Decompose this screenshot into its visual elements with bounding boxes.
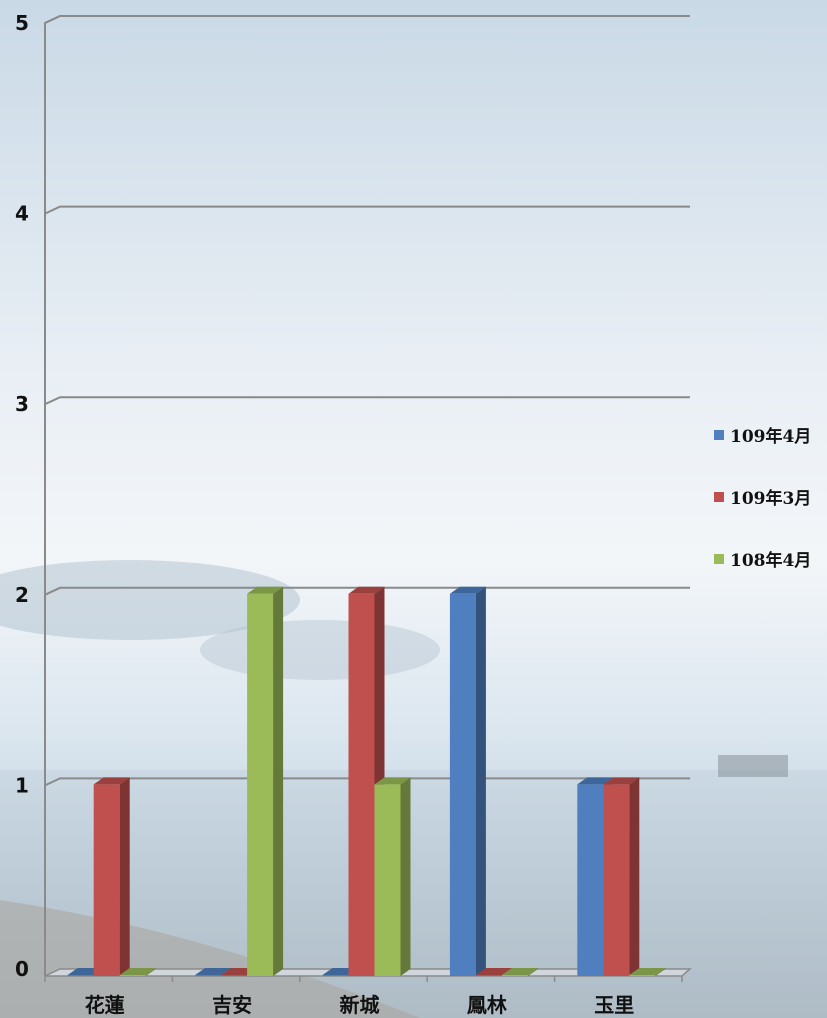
y-axis-line (44, 15, 61, 976)
bar (449, 586, 486, 976)
x-tick-label: 吉安 (212, 993, 252, 1017)
y-tick-label: 0 (15, 957, 29, 981)
legend-item: 109年4月 (714, 426, 811, 447)
gridline (44, 396, 690, 406)
legend-swatch (714, 492, 724, 502)
bar (93, 777, 130, 976)
x-tick-label: 新城 (340, 993, 380, 1017)
legend-label: 109年4月 (730, 426, 811, 447)
x-tick-label: 花蓮 (85, 993, 125, 1017)
x-tick-label: 玉里 (594, 993, 634, 1017)
bar (629, 968, 666, 976)
bars (67, 586, 666, 976)
y-tick-label: 3 (15, 392, 29, 416)
bar (374, 777, 411, 976)
legend-label: 108年4月 (730, 550, 811, 571)
legend-item: 109年3月 (714, 488, 811, 509)
legend: 109年4月 109年3月 108年4月 (714, 426, 811, 571)
legend-item: 108年4月 (714, 550, 811, 571)
y-tick-label: 2 (15, 583, 29, 607)
bar (247, 586, 284, 976)
plot-area: 0 1 2 3 4 5 花蓮 吉安 新城 鳳林 玉里 (15, 11, 692, 1017)
legend-swatch (714, 430, 724, 440)
y-axis-ticks: 0 1 2 3 4 5 (15, 11, 29, 981)
y-tick-label: 1 (15, 773, 29, 797)
bar (119, 968, 156, 976)
y-tick-label: 4 (15, 202, 29, 226)
x-axis-labels: 花蓮 吉安 新城 鳳林 玉里 (85, 993, 635, 1017)
legend-swatch (714, 554, 724, 564)
y-tick-label: 5 (15, 11, 29, 35)
bar (603, 777, 640, 976)
bar (501, 968, 538, 976)
gridline (44, 205, 690, 215)
legend-label: 109年3月 (730, 488, 811, 509)
x-tick-label: 鳳林 (467, 993, 507, 1017)
